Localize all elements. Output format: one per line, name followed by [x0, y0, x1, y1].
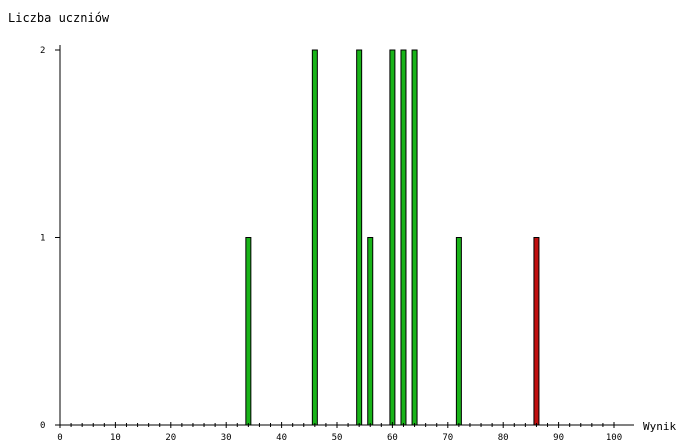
bar-72	[455, 237, 462, 426]
bar-54	[356, 49, 363, 426]
y-tick-label: 0	[40, 421, 45, 431]
y-tick-label: 2	[40, 46, 45, 56]
x-tick-label: 70	[442, 433, 453, 442]
x-tick-label: 80	[498, 433, 509, 442]
bars	[245, 49, 540, 426]
x-tick-label: 40	[276, 433, 287, 442]
x-tick-label: 60	[387, 433, 398, 442]
x-axis-label: Wynik	[643, 420, 676, 433]
y-axis-label: Liczba uczniów	[8, 11, 110, 25]
axes	[59, 45, 634, 426]
bar-86	[533, 237, 540, 426]
x-tick-label: 0	[57, 433, 62, 442]
bar-46	[311, 49, 318, 426]
x-tick-label: 50	[332, 433, 343, 442]
x-tick-label: 10	[110, 433, 121, 442]
x-tick-label: 20	[165, 433, 176, 442]
x-tick-label: 100	[606, 433, 622, 442]
bar-60	[389, 49, 396, 426]
bar-34	[245, 237, 252, 426]
x-tick-label: 90	[553, 433, 564, 442]
bar-56	[367, 237, 374, 426]
y-tick-label: 1	[40, 234, 45, 244]
bar-62	[400, 49, 407, 426]
bar-64	[411, 49, 418, 426]
x-tick-label: 30	[221, 433, 232, 442]
